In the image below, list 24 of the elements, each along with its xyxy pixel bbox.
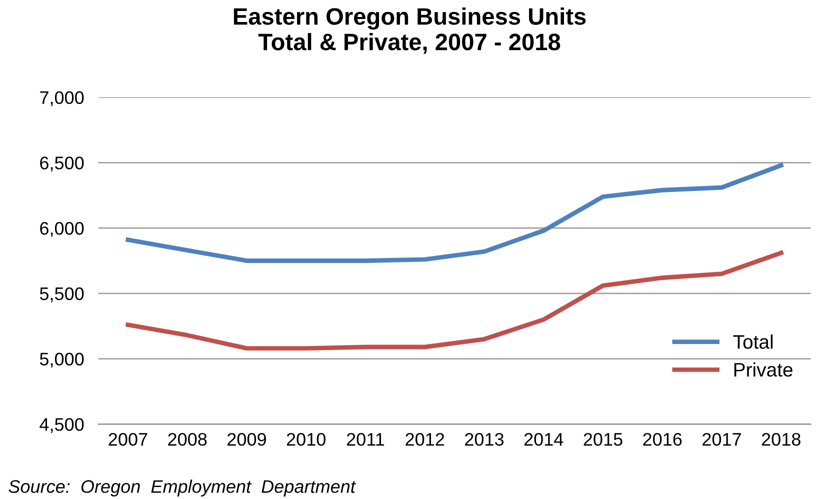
x-tick-label: 2010 xyxy=(286,432,326,446)
x-tick-label: 2016 xyxy=(643,432,682,446)
legend-label: Total xyxy=(733,334,773,349)
y-tick-label: 5,500 xyxy=(40,287,84,302)
y-tick-label: 7,000 xyxy=(40,91,84,106)
y-tick-label: 4,500 xyxy=(40,418,84,434)
legend-label: Private xyxy=(734,362,792,377)
x-tick-label: 2008 xyxy=(168,432,207,446)
x-tick-label: 2013 xyxy=(465,432,504,446)
x-tick-label: 2009 xyxy=(228,432,266,446)
x-tick-label: 2017 xyxy=(702,432,741,446)
line-series xyxy=(126,163,784,263)
x-tick-label: 2011 xyxy=(346,432,384,446)
x-tick-label: 2014 xyxy=(524,432,564,446)
y-tick-label: 5,000 xyxy=(40,352,84,368)
y-tick-label: 6,500 xyxy=(40,156,84,172)
x-tick-label: 2018 xyxy=(762,432,800,446)
source-note: Source: Oregon Employment Department xyxy=(8,480,356,497)
x-tick-label: 2012 xyxy=(406,432,444,446)
y-tick-label: 6,000 xyxy=(40,222,84,237)
x-tick-label: 2015 xyxy=(584,432,622,446)
line-series xyxy=(126,250,784,351)
x-tick-label: 2007 xyxy=(108,432,148,446)
chart-title: Eastern Oregon Business Units Total & Private, 2007 - 2018 xyxy=(234,7,586,54)
